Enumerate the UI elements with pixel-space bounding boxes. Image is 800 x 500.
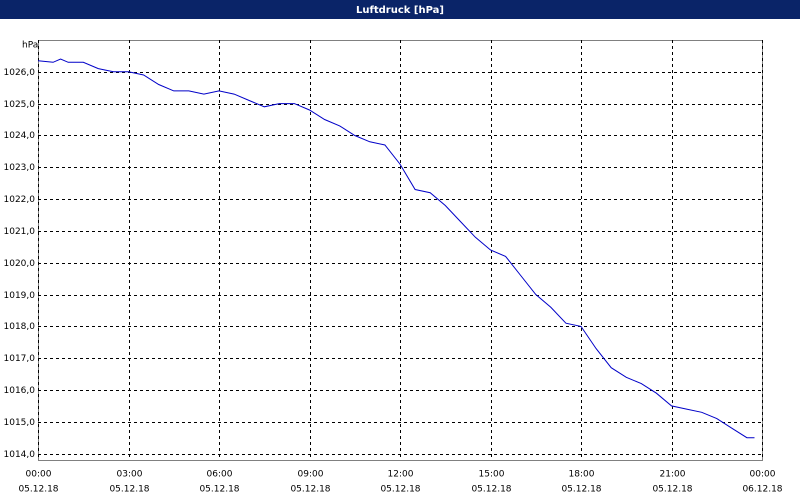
x-tick-date: 05.12.18	[109, 485, 149, 495]
y-tick-label: 1023,0	[4, 163, 36, 173]
y-tick-label: 1018,0	[4, 322, 36, 332]
x-tick-label: 21:00	[660, 470, 686, 480]
x-tick-label: 03:00	[117, 470, 143, 480]
x-tick-date: 05.12.18	[199, 485, 239, 495]
y-tick-label: 1024,0	[4, 131, 36, 141]
x-tick-label: 00:00	[750, 470, 776, 480]
x-tick-label: 15:00	[479, 470, 505, 480]
y-tick-label: 1025,0	[4, 100, 36, 110]
x-tick-date: 05.12.18	[471, 485, 511, 495]
x-tick-label: 18:00	[569, 470, 595, 480]
y-tick-label: 1020,0	[4, 259, 36, 269]
title-bar	[0, 0, 800, 19]
x-tick-label: 09:00	[298, 470, 324, 480]
x-tick-date: 05.12.18	[380, 485, 420, 495]
data-line	[37, 58, 755, 439]
chart-title: Luftdruck [hPa]	[356, 5, 444, 16]
y-axis-label: hPa	[22, 41, 38, 51]
y-tick-label: 1016,0	[4, 386, 36, 396]
y-tick-label: 1026,0	[4, 68, 36, 78]
x-tick-date: 05.12.18	[18, 485, 58, 495]
y-tick-label: 1017,0	[4, 354, 36, 364]
y-tick-label: 1014,0	[4, 450, 36, 460]
y-tick-label: 1015,0	[4, 418, 36, 428]
x-tick-date: 05.12.18	[652, 485, 692, 495]
y-tick-label: 1019,0	[4, 291, 36, 301]
y-tick-label: 1022,0	[4, 195, 36, 205]
x-tick-date: 05.12.18	[290, 485, 330, 495]
x-tick-date: 06.12.18	[742, 485, 782, 495]
y-tick-label: 1021,0	[4, 227, 36, 237]
x-tick-label: 00:00	[26, 470, 52, 480]
x-tick-label: 12:00	[388, 470, 414, 480]
x-tick-date: 05.12.18	[561, 485, 601, 495]
x-tick-label: 06:00	[207, 470, 233, 480]
